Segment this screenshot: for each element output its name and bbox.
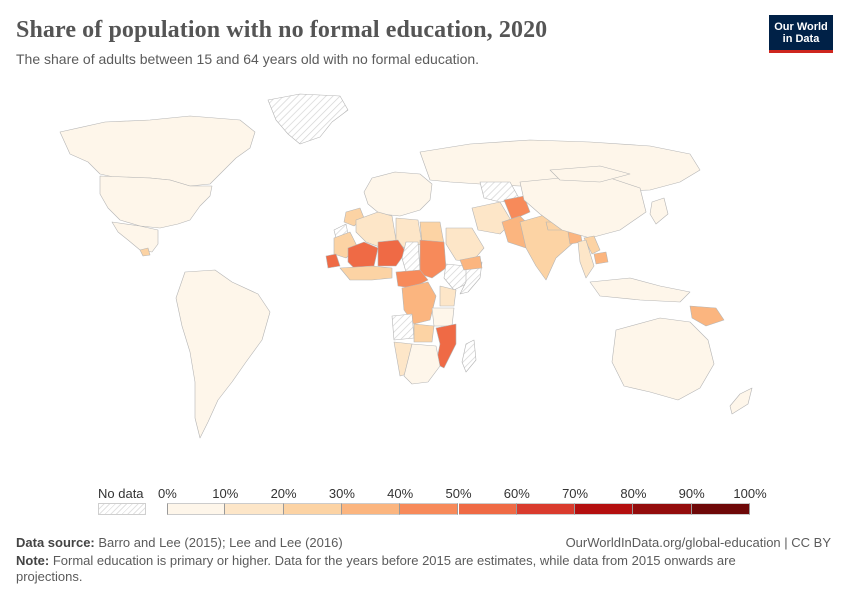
legend-color-bin[interactable] [575,503,634,515]
legend-color-bin[interactable] [633,503,692,515]
logo-line-1: Our World [774,20,828,33]
source-url[interactable]: OurWorldInData.org/global-education | CC… [565,535,831,550]
legend-color-bin[interactable] [167,503,226,515]
country-senegal[interactable] [325,253,341,269]
data-source: Data source: Barro and Lee (2015); Lee a… [16,535,343,550]
note-text: Formal education is primary or higher. D… [16,553,736,584]
country-australia[interactable] [611,317,715,401]
map-legend: No data 0% 10% 20% 30% 40% 50% 60% 70% 80% 90% 100… [0,484,850,520]
legend-color-bin[interactable] [516,503,576,515]
data-source-label: Data source: [16,535,95,550]
country-southern-africa[interactable] [403,343,441,385]
legend-color-bin[interactable] [400,503,459,515]
legend-tick-label: 40% [387,486,414,501]
country-niger[interactable] [377,239,407,267]
world-map[interactable] [0,82,850,482]
data-source-text[interactable]: Barro and Lee (2015); Lee and Lee (2016) [98,535,343,550]
legend-color-bin[interactable] [458,503,517,515]
country-chad[interactable] [401,241,421,273]
owid-logo[interactable]: Our World in Data [769,15,833,53]
note-label: Note: [16,553,50,568]
legend-tick-label: 100% [733,486,767,501]
country-dr-congo[interactable] [401,281,437,325]
legend-no-data-swatch[interactable] [98,503,146,515]
country-greenland[interactable] [267,93,349,145]
country-canada[interactable] [59,115,256,187]
country-madagascar[interactable] [461,339,477,373]
legend-tick-label: 80% [620,486,647,501]
country-west-african-coast[interactable] [339,265,393,281]
legend-color-bin[interactable] [691,503,750,515]
logo-line-2: in Data [782,32,820,45]
country-united-states[interactable] [99,175,213,229]
country-somalia[interactable] [459,261,483,295]
country-angola[interactable] [391,313,415,341]
legend-tick-label: 10% [212,486,239,501]
country-cambodia[interactable] [593,251,609,265]
country-laos[interactable] [583,235,601,255]
country-japan[interactable] [649,197,669,225]
country-thailand[interactable] [577,239,595,279]
country-afghanistan[interactable] [503,195,531,221]
chart-title: Share of population with no formal educa… [16,17,548,43]
chart-note: Note: Formal education is primary or hig… [16,553,796,585]
country-new-zealand[interactable] [729,387,753,415]
country-kenya[interactable] [439,285,457,307]
country-mexico[interactable] [111,221,159,253]
legend-tick-label: 90% [678,486,705,501]
legend-tick-label: 60% [503,486,530,501]
legend-tick-label: 50% [445,486,472,501]
chart-subtitle: The share of adults between 15 and 64 ye… [16,51,480,67]
country-zambia[interactable] [413,323,435,343]
country-south-america[interactable] [175,269,271,439]
legend-tick-label: 30% [328,486,355,501]
country-mongolia[interactable] [549,165,631,183]
legend-tick-label: 70% [562,486,589,501]
country-europe[interactable] [363,171,433,217]
legend-color-bin[interactable] [341,503,401,515]
country-russia[interactable] [419,139,701,193]
country-papua-new-guinea[interactable] [689,305,725,327]
legend-tick-label: 0% [158,486,177,501]
country-indonesia[interactable] [589,277,691,303]
country-yemen[interactable] [459,255,483,271]
legend-tick-label: 20% [270,486,297,501]
legend-no-data-label: No data [98,486,144,501]
country-sudan[interactable] [419,239,447,279]
legend-color-bin[interactable] [283,503,342,515]
country-mozambique[interactable] [435,323,457,369]
country-tanzania[interactable] [431,307,455,327]
country-guatemala[interactable] [139,247,151,257]
legend-color-bin[interactable] [225,503,284,515]
